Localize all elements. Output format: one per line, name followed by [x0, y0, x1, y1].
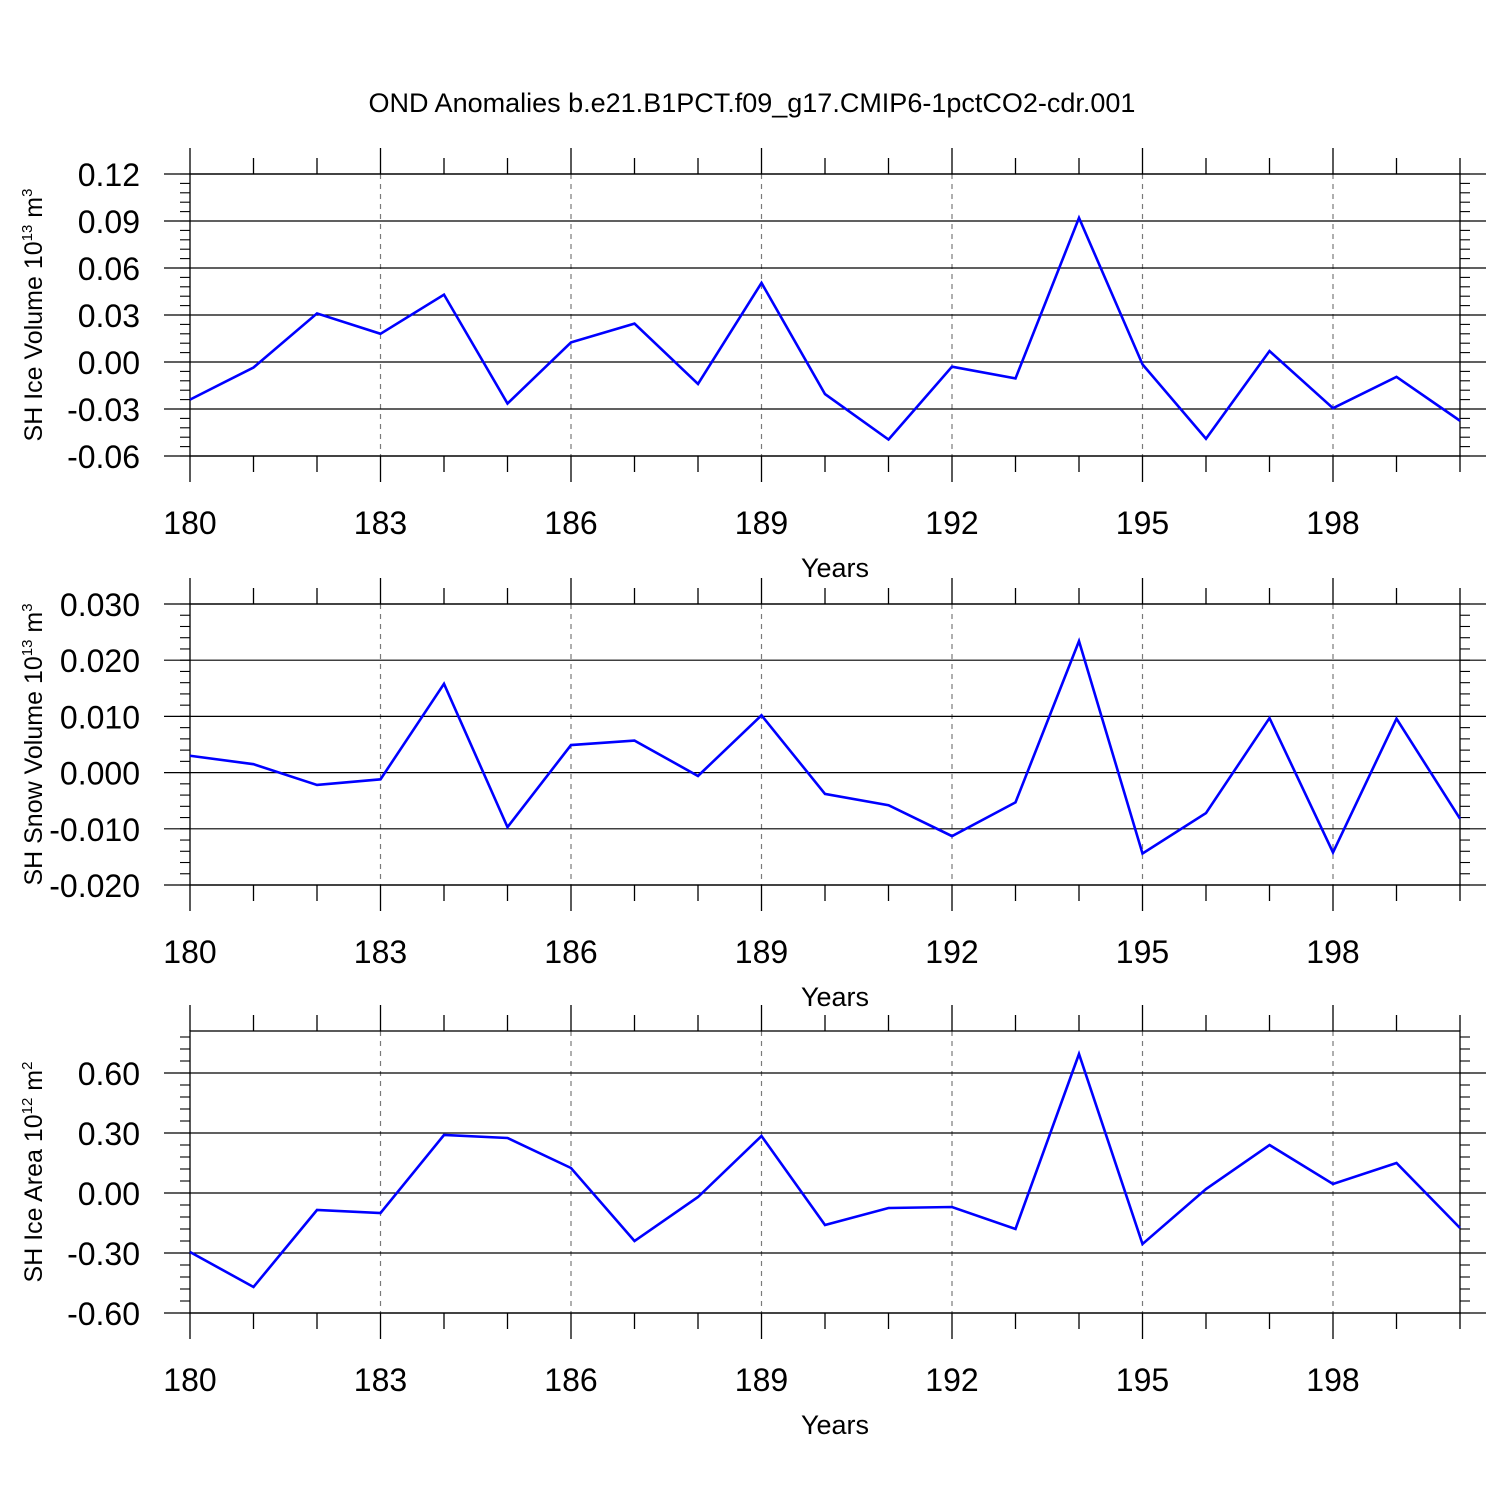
x-tick-label: 189: [735, 1362, 788, 1398]
x-tick-label: 189: [735, 934, 788, 970]
y-axis-title-part: SH Ice Area 10: [20, 1114, 48, 1282]
x-tick-label: 198: [1306, 934, 1359, 970]
x-tick-label: 183: [354, 1362, 407, 1398]
y-axis-title-superscript: 3: [19, 189, 36, 197]
y-tick-label: 0.12: [78, 157, 140, 193]
y-tick-label: -0.03: [67, 392, 140, 428]
x-tick-label: 198: [1306, 1362, 1359, 1398]
x-tick-label: 192: [925, 505, 978, 541]
y-axis-title: SH Ice Volume 1013 m3: [19, 189, 49, 442]
y-tick-label: 0.06: [78, 251, 140, 287]
y-tick-label: -0.30: [67, 1236, 140, 1272]
x-axis-title: Years: [801, 1410, 869, 1440]
y-tick-label: 0.03: [78, 298, 140, 334]
x-tick-label: 195: [1116, 934, 1169, 970]
y-tick-label: 0.09: [78, 204, 140, 240]
x-tick-label: 192: [925, 1362, 978, 1398]
x-tick-label: 186: [544, 1362, 597, 1398]
y-tick-label: 0.00: [78, 1176, 140, 1212]
x-tick-label: 198: [1306, 505, 1359, 541]
x-tick-label: 189: [735, 505, 788, 541]
x-tick-label: 180: [163, 1362, 216, 1398]
y-axis-title-part: m: [20, 197, 48, 225]
y-axis-title: SH Ice Area 1012 m2: [19, 1062, 49, 1283]
panel-2: 180 183 186 189 192 195 198 Years -0.020 -0.010 0.…: [19, 578, 1486, 1012]
x-tick-label: 195: [1116, 1362, 1169, 1398]
y-axis-title-superscript: 13: [19, 640, 36, 657]
x-tick-label: 183: [354, 934, 407, 970]
x-tick-label: 183: [354, 505, 407, 541]
panel-3: 180 183 186 189 192 195 198 Years -0.60 -0.30 0.00…: [19, 1005, 1486, 1440]
y-axis-title-superscript: 13: [19, 225, 36, 242]
figure-title: OND Anomalies b.e21.B1PCT.f09_g17.CMIP6-…: [369, 88, 1136, 118]
y-tick-label: -0.020: [49, 868, 140, 904]
y-axis-title-part: SH Ice Volume 10: [20, 241, 48, 441]
y-tick-label: 0.30: [78, 1116, 140, 1152]
x-tick-label: 192: [925, 934, 978, 970]
y-axis-title-part: m: [20, 612, 48, 640]
y-tick-label: 0.00: [78, 345, 140, 381]
y-tick-label: 0.030: [60, 587, 140, 623]
x-tick-label: 186: [544, 934, 597, 970]
x-tick-label: 195: [1116, 505, 1169, 541]
y-axis-title-superscript: 2: [19, 1062, 36, 1070]
x-axis-title: Years: [801, 553, 869, 583]
y-tick-label: -0.06: [67, 439, 140, 475]
x-tick-label: 186: [544, 505, 597, 541]
y-tick-label: -0.010: [49, 812, 140, 848]
x-axis-title: Years: [801, 982, 869, 1012]
y-tick-label: 0.60: [78, 1056, 140, 1092]
y-axis-title-part: m: [20, 1070, 48, 1098]
x-tick-label: 180: [163, 934, 216, 970]
y-axis-title-superscript: 3: [19, 603, 36, 611]
panels: 180 183 186 189 192 195 198 Years -0.06 -0.03 0.00…: [19, 148, 1486, 1440]
y-tick-label: -0.60: [67, 1296, 140, 1332]
y-axis-title: SH Snow Volume 1013 m3: [19, 603, 49, 885]
panel-1: 180 183 186 189 192 195 198 Years -0.06 -0.03 0.00…: [19, 148, 1486, 583]
y-tick-label: 0.020: [60, 643, 140, 679]
y-axis-title-superscript: 12: [19, 1098, 36, 1115]
y-tick-label: 0.000: [60, 756, 140, 792]
y-tick-label: 0.010: [60, 699, 140, 735]
y-axis-title-part: SH Snow Volume 10: [20, 656, 48, 885]
x-tick-label: 180: [163, 505, 216, 541]
